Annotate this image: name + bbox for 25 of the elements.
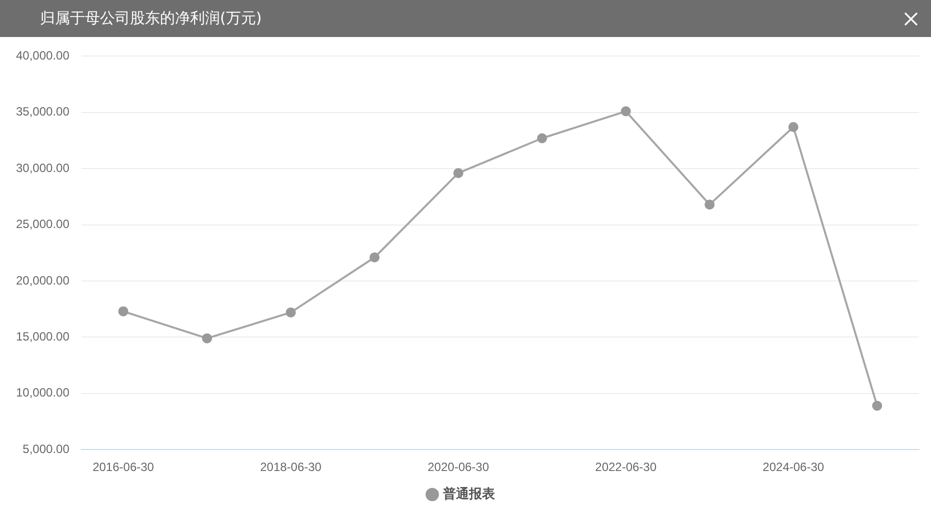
point xyxy=(788,122,798,132)
point xyxy=(202,333,212,344)
point xyxy=(453,168,464,178)
point xyxy=(537,133,548,144)
x-tick-label: 2022-06-30 xyxy=(595,460,657,474)
x-tick-label: 2024-06-30 xyxy=(762,460,824,474)
y-tick-label: 5,000.00 xyxy=(22,442,70,456)
y-tick-label: 40,000.00 xyxy=(16,48,70,63)
y-tick-label: 15,000.00 xyxy=(16,330,70,344)
x-tick-label: 2020-06-30 xyxy=(428,460,490,474)
point xyxy=(704,200,715,210)
y-tick-label: 35,000.00 xyxy=(16,104,70,119)
x-tick-label: 2018-06-30 xyxy=(260,460,322,474)
point xyxy=(118,306,128,316)
point xyxy=(872,400,882,411)
point xyxy=(286,307,296,318)
point xyxy=(620,106,631,116)
point xyxy=(370,252,380,262)
x-tick-label: 2016-06-30 xyxy=(92,460,154,474)
y-tick-label: 10,000.00 xyxy=(16,386,70,400)
y-tick-label: 25,000.00 xyxy=(16,217,70,232)
chart-title: 归属于母公司股东的净利润(万元) xyxy=(40,9,262,28)
legend-label: 普通报表 xyxy=(442,486,496,502)
y-tick-label: 30,000.00 xyxy=(16,160,70,175)
y-tick-label: 20,000.00 xyxy=(16,273,70,288)
